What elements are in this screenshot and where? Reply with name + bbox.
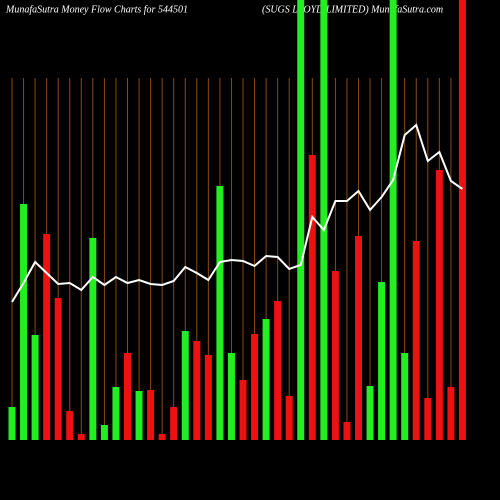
bar (8, 407, 16, 440)
bar (401, 353, 409, 440)
bar (77, 434, 85, 440)
bar (355, 236, 362, 440)
bar (181, 331, 189, 440)
bar (262, 319, 270, 440)
bar (54, 298, 62, 440)
bar (412, 241, 420, 440)
bar (378, 282, 386, 440)
bar (124, 353, 131, 440)
bar (424, 398, 432, 440)
bar (331, 271, 339, 440)
bar (112, 387, 120, 440)
bar (297, 0, 305, 440)
bar (366, 386, 374, 440)
bar (89, 238, 97, 440)
chart-subtitle: (SUGS LLOYD LIMITED) MunafaSutra.com (262, 4, 443, 15)
bar (216, 186, 224, 440)
bar (251, 334, 259, 440)
bar (435, 170, 443, 440)
bar (66, 411, 74, 440)
bar (135, 391, 143, 440)
bar (285, 396, 293, 440)
bar (170, 407, 178, 440)
bar (43, 234, 51, 440)
bar (389, 0, 397, 440)
bar (320, 0, 328, 440)
bar (343, 422, 351, 440)
bar (20, 204, 28, 440)
bar (227, 353, 235, 440)
bar (147, 390, 155, 440)
bar (308, 155, 316, 440)
bar (100, 425, 108, 440)
bar (447, 387, 455, 440)
bar (204, 355, 212, 440)
flow-line (11, 123, 464, 303)
bar (31, 335, 39, 440)
bar (239, 380, 247, 440)
bar (193, 341, 201, 440)
chart-title: MunafaSutra Money Flow Charts for 544501 (5, 4, 188, 15)
bar (458, 0, 466, 440)
bar (274, 301, 282, 440)
bar (158, 434, 166, 440)
